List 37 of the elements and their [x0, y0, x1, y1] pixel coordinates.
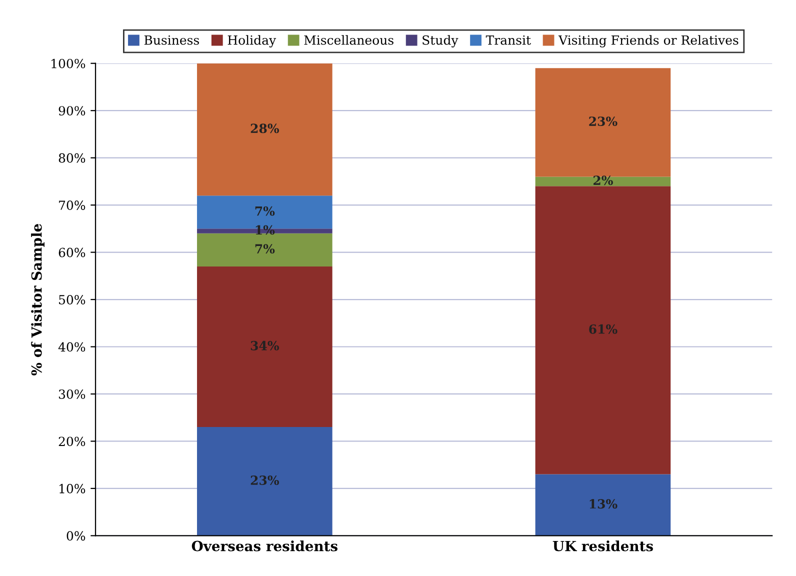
bar	[535, 186, 671, 474]
x-tick-label: Overseas residents	[192, 540, 338, 552]
legend-label: Miscellaneous	[304, 35, 394, 45]
data-label: 61%	[589, 324, 618, 334]
data-label: 2%	[594, 176, 613, 186]
y-tick-label: 60%	[58, 248, 86, 258]
legend-label: Transit	[486, 35, 531, 45]
y-tick-label: 0%	[66, 531, 86, 541]
x-tick-label: UK residents	[552, 540, 653, 552]
y-tick-label: 10%	[60, 484, 86, 494]
bar	[535, 474, 671, 536]
y-tick-label: 90%	[58, 106, 86, 116]
y-tick-label: 50%	[59, 294, 86, 304]
legend-label: Holiday	[228, 35, 276, 48]
legend-label: Study	[422, 35, 458, 48]
data-label: 34%	[250, 340, 279, 350]
legend-label: Business	[144, 35, 200, 45]
y-tick-label: 40%	[58, 342, 86, 352]
y-tick-label: 30%	[58, 389, 86, 399]
y-axis-title: % of Visitor Sample	[31, 224, 45, 376]
y-tick-label: 20%	[58, 436, 86, 446]
bar	[197, 233, 332, 266]
y-tick-label: 80%	[58, 153, 86, 163]
data-label: 7%	[255, 206, 275, 216]
bar	[535, 68, 671, 177]
data-label: 23%	[589, 116, 618, 126]
bar	[197, 427, 332, 536]
bar	[197, 266, 332, 428]
data-label: 13%	[590, 499, 618, 509]
legend-label: Visiting Friends or Relatives	[558, 35, 738, 48]
bar	[535, 176, 671, 186]
data-label: 7%	[255, 244, 275, 254]
data-label: 23%	[250, 476, 279, 485]
data-label: 28%	[250, 124, 279, 134]
y-tick-label: 100%	[52, 58, 86, 68]
y-tick-label: 70%	[59, 200, 86, 210]
bar	[197, 63, 332, 196]
